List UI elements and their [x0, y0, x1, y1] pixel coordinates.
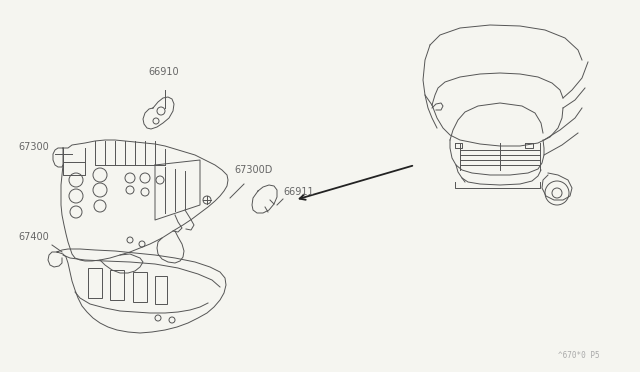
Bar: [133, 272, 147, 302]
Bar: [88, 268, 102, 298]
Text: 67300: 67300: [18, 142, 49, 152]
Text: 67400: 67400: [18, 232, 49, 242]
Text: 66911: 66911: [283, 187, 314, 197]
Bar: [110, 270, 124, 300]
Bar: [155, 276, 167, 304]
Text: ^670*0 P5: ^670*0 P5: [558, 351, 600, 360]
Text: 66910: 66910: [148, 67, 179, 77]
Text: 67300D: 67300D: [234, 165, 273, 175]
